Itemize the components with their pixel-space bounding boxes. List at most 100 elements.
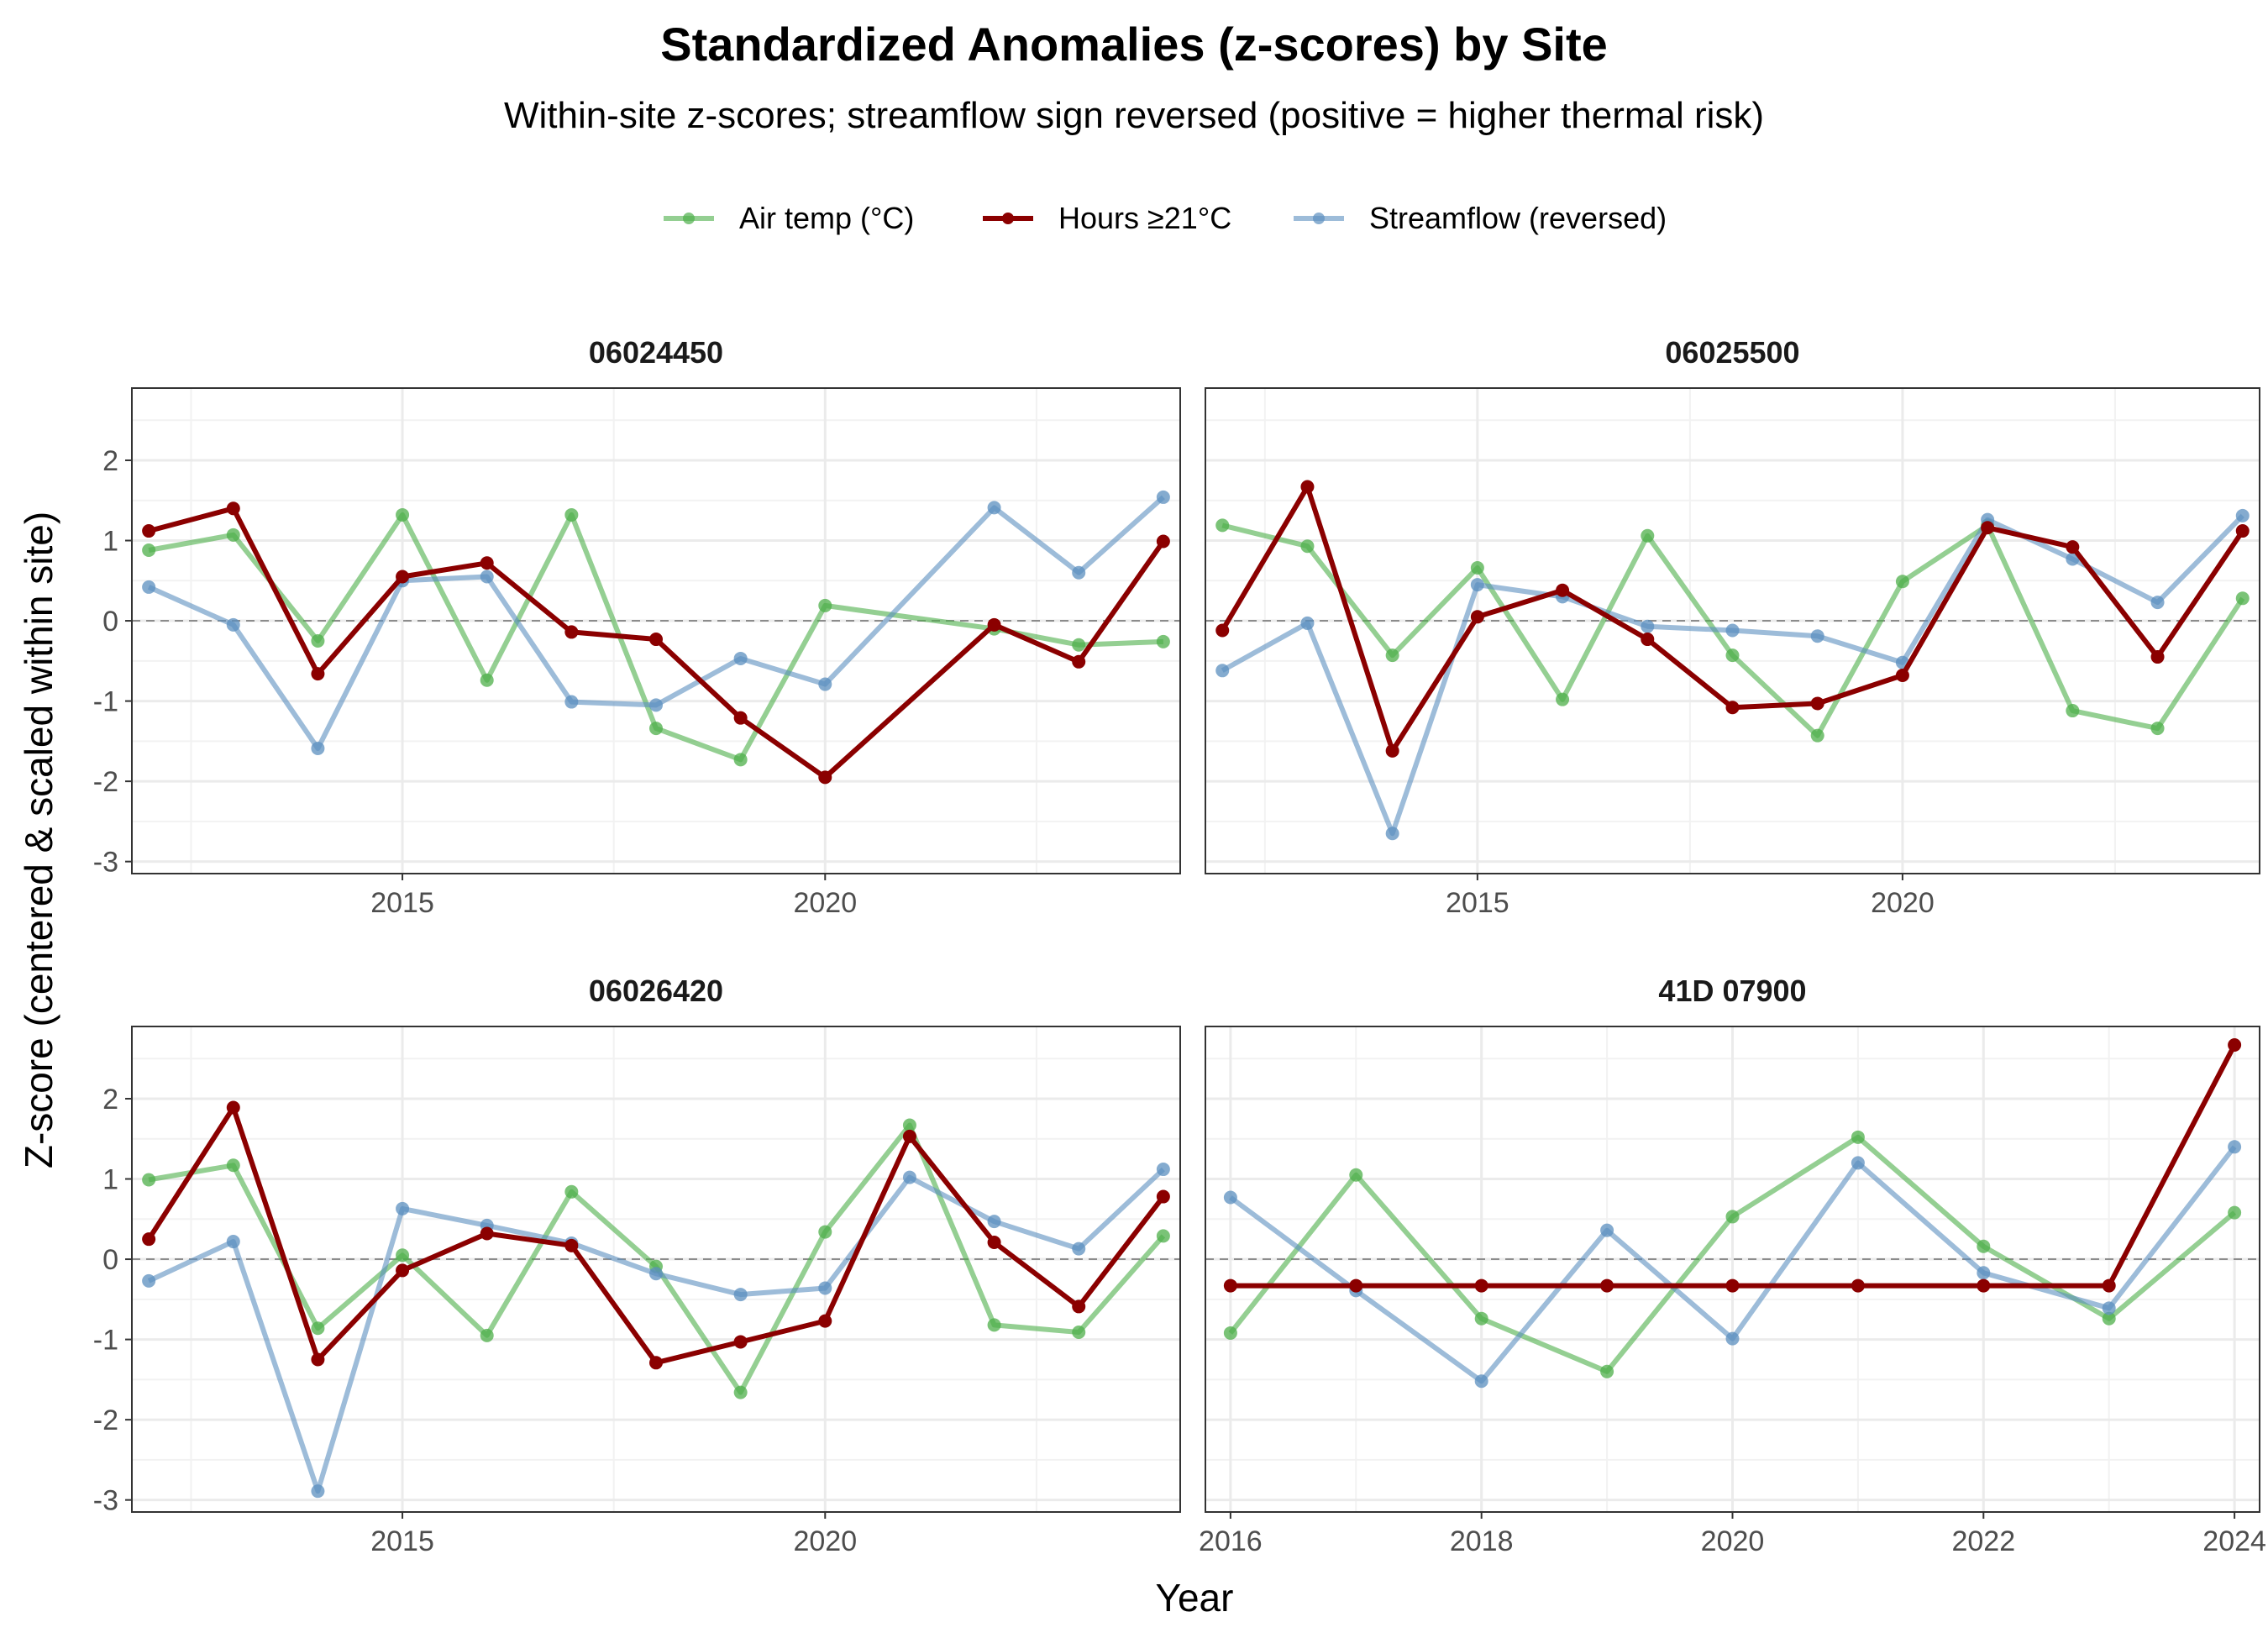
data-point — [1725, 1210, 1740, 1224]
data-point — [2102, 1278, 2116, 1293]
y-tick-label: 1 — [102, 526, 118, 558]
data-point — [902, 1170, 916, 1184]
data-point — [564, 1238, 579, 1252]
data-point — [987, 1215, 1001, 1229]
data-point — [1223, 1190, 1237, 1205]
data-point — [480, 1328, 494, 1342]
data-point — [2150, 650, 2165, 664]
data-point — [1725, 1278, 1740, 1293]
data-point — [226, 1100, 240, 1115]
legend: Air temp (°C) Hours ≥21°C Streamflow (reve… — [664, 201, 1667, 235]
data-point — [987, 617, 1001, 632]
x-tick-label: 2015 — [370, 887, 434, 919]
legend-label: Hours ≥21°C — [1058, 201, 1231, 235]
data-point — [733, 753, 748, 767]
panel-title: 06024450 — [589, 335, 723, 370]
data-point — [1072, 654, 1086, 669]
data-point — [1215, 623, 1230, 638]
data-point — [2228, 1037, 2242, 1052]
data-point — [226, 501, 240, 516]
data-point — [564, 625, 579, 639]
data-point — [733, 1288, 748, 1302]
data-point — [142, 1232, 156, 1247]
data-point — [649, 633, 663, 647]
x-tick-label: 2020 — [793, 887, 857, 919]
data-point — [142, 1273, 156, 1288]
data-point — [311, 1352, 325, 1367]
series-line — [147, 1167, 1165, 1494]
data-point — [1072, 1325, 1086, 1339]
y-tick-label: 0 — [102, 1244, 118, 1276]
data-point — [1223, 1326, 1237, 1340]
data-point — [564, 507, 579, 522]
data-point — [1600, 1223, 1614, 1237]
panel: 41D 07900 2016 2018 2020 2022 2024 — [1199, 974, 2266, 1557]
x-tick-label: 2015 — [370, 1525, 434, 1557]
data-point — [1072, 565, 1086, 580]
y-tick-label: -2 — [93, 1404, 118, 1436]
data-point — [311, 1484, 325, 1499]
legend-label: Air temp (°C) — [739, 201, 914, 235]
data-point — [2235, 508, 2250, 522]
series-line — [1221, 513, 2244, 837]
data-point — [1725, 1331, 1740, 1346]
data-point — [1470, 578, 1484, 592]
x-tick-label: 2020 — [1871, 887, 1935, 919]
data-point — [2102, 1301, 2116, 1315]
data-point — [480, 556, 494, 570]
data-point — [1349, 1278, 1363, 1293]
data-point — [396, 570, 410, 584]
data-point — [1156, 634, 1170, 648]
data-point — [1556, 692, 1570, 706]
data-point — [1156, 1189, 1170, 1204]
data-point — [2150, 722, 2165, 736]
data-point — [2066, 704, 2080, 718]
data-point — [1977, 1266, 1991, 1280]
legend-item: Streamflow (reversed) — [1294, 201, 1667, 235]
data-point — [1385, 827, 1399, 841]
data-point — [649, 722, 663, 736]
data-point — [902, 1118, 916, 1132]
series-line — [147, 495, 1165, 751]
data-point — [733, 1385, 748, 1399]
data-point — [2150, 596, 2165, 610]
data-point — [1474, 1278, 1488, 1293]
data-point — [818, 598, 832, 612]
data-point — [1641, 528, 1655, 543]
data-point — [2235, 591, 2250, 606]
panel-border — [1205, 387, 2260, 874]
panel-title: 41D 07900 — [1658, 974, 1806, 1008]
data-point — [1725, 623, 1740, 638]
data-point — [564, 695, 579, 709]
data-point — [1300, 539, 1315, 554]
data-point — [733, 651, 748, 665]
x-tick-label: 2018 — [1450, 1525, 1514, 1557]
data-point — [987, 501, 1001, 515]
data-point — [1556, 583, 1570, 597]
data-point — [1895, 575, 1909, 589]
y-tick-label: -3 — [93, 1485, 118, 1517]
data-point — [733, 1335, 748, 1349]
data-point — [2066, 540, 2080, 554]
data-point — [987, 1318, 1001, 1332]
data-point — [1156, 1229, 1170, 1243]
x-tick-label: 2020 — [793, 1525, 857, 1557]
data-point — [1156, 534, 1170, 549]
data-point — [1474, 1311, 1488, 1326]
data-point — [1810, 728, 1824, 743]
data-point — [1600, 1278, 1614, 1293]
data-point — [1156, 1163, 1170, 1177]
data-point — [818, 1314, 832, 1328]
x-tick-label: 2024 — [2202, 1525, 2266, 1557]
panel-title: 06025500 — [1665, 335, 1799, 370]
data-point — [480, 1226, 494, 1241]
y-tick-label: -1 — [93, 1325, 118, 1357]
data-point — [1300, 480, 1315, 494]
y-tick-label: -3 — [93, 847, 118, 879]
legend-key-point — [1002, 213, 1014, 224]
data-point — [1470, 610, 1484, 624]
legend-key-point — [683, 213, 695, 224]
data-point — [818, 1281, 832, 1295]
data-point — [1641, 619, 1655, 633]
